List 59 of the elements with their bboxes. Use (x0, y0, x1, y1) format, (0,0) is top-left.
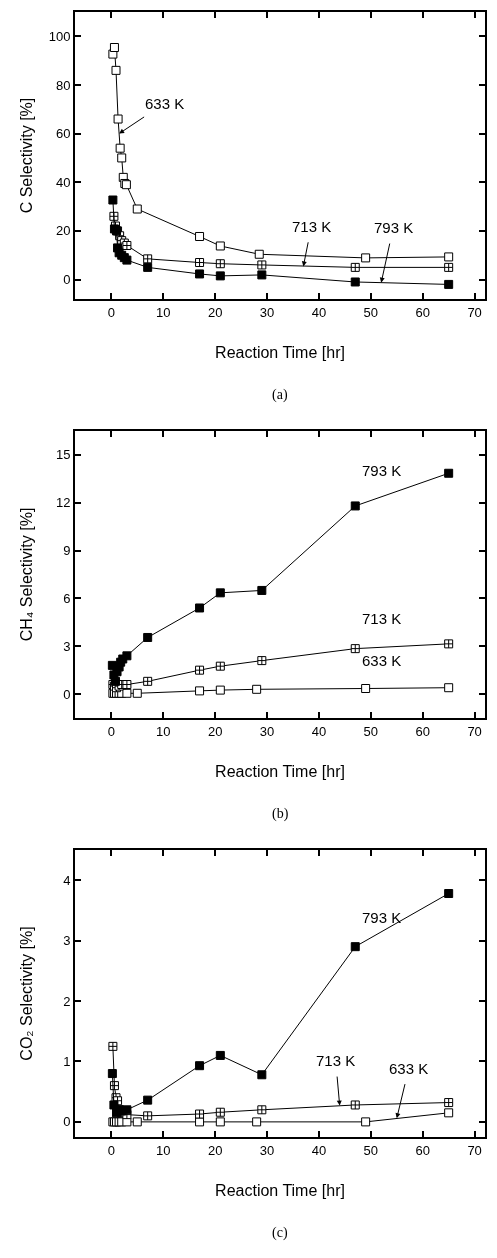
y-axis-title: CO₂ Selectivity [%] (18, 926, 35, 1061)
x-tick-label: 30 (259, 723, 275, 739)
annotation: 793 K (362, 909, 402, 926)
x-axis-title: Reaction Time [hr] (215, 763, 345, 780)
annotation: 793 K (362, 462, 402, 479)
x-axis-title: Reaction Time [hr] (215, 344, 345, 361)
x-tick-label: 10 (156, 723, 171, 739)
y-tick-label: 60 (55, 126, 71, 142)
x-tick-label: 50 (363, 1142, 379, 1158)
y-tick-label: 2 (63, 993, 71, 1009)
x-tick-label: 60 (415, 723, 430, 739)
annotation: 713 K (316, 1052, 356, 1069)
x-tick-label: 60 (415, 1142, 430, 1158)
annotation: 713 K (292, 218, 332, 235)
x-tick-label: 0 (107, 1142, 115, 1158)
x-tick-label: 10 (156, 1142, 171, 1158)
annotation: 633 K (362, 652, 402, 669)
y-tick-label: 9 (63, 543, 71, 559)
y-tick-label: 4 (63, 872, 71, 888)
x-tick-label: 60 (415, 304, 430, 320)
y-tick-label: 0 (63, 1114, 71, 1130)
annotation: 713 K (362, 610, 402, 627)
x-tick-label: 20 (207, 1142, 223, 1158)
x-tick-label: 40 (311, 723, 327, 739)
x-axis-title: Reaction Time [hr] (215, 1182, 345, 1199)
x-tick-label: 70 (467, 304, 482, 320)
y-tick-label: 80 (55, 77, 71, 93)
y-axis-title: C Selectivity [%] (18, 97, 35, 214)
annotation: 633 K (145, 95, 185, 112)
y-tick-label: 40 (55, 174, 71, 190)
x-tick-label: 70 (467, 1142, 482, 1158)
x-tick-label: 70 (467, 723, 482, 739)
y-tick-label: 15 (55, 447, 71, 463)
y-tick-label: 3 (63, 638, 71, 654)
x-tick-label: 10 (156, 304, 171, 320)
x-tick-label: 20 (207, 304, 223, 320)
x-tick-label: 20 (207, 723, 223, 739)
x-tick-label: 0 (107, 304, 115, 320)
y-axis-title: CH₄ Selectivity [%] (18, 507, 35, 642)
x-tick-label: 50 (363, 304, 379, 320)
y-tick-label: 3 (63, 933, 71, 949)
x-tick-label: 30 (259, 1142, 275, 1158)
annotation: 793 K (374, 219, 414, 236)
y-tick-label: 20 (55, 223, 71, 239)
x-tick-label: 50 (363, 723, 379, 739)
y-tick-label: 0 (63, 686, 71, 702)
x-tick-label: 0 (107, 723, 115, 739)
annotation: 633 K (389, 1060, 429, 1077)
text: (c) (272, 1225, 288, 1241)
y-tick-label: 12 (55, 495, 71, 511)
x-tick-label: 40 (311, 304, 327, 320)
text: (a) (272, 387, 288, 403)
x-tick-label: 30 (259, 304, 275, 320)
y-tick-label: 1 (63, 1054, 71, 1070)
x-tick-label: 40 (311, 1142, 327, 1158)
y-tick-label: 0 (63, 272, 71, 288)
y-tick-label: 100 (48, 28, 71, 44)
y-tick-label: 6 (63, 590, 71, 606)
text: (b) (272, 806, 289, 822)
